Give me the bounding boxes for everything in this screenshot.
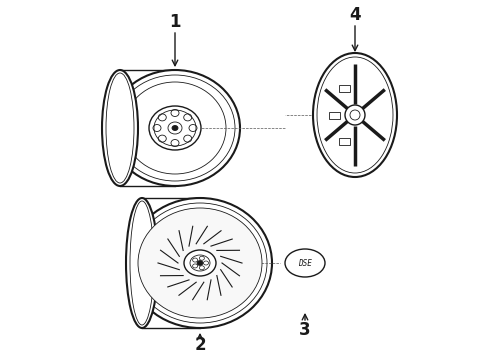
Text: 1: 1	[169, 13, 181, 31]
Ellipse shape	[197, 261, 203, 266]
Ellipse shape	[124, 82, 226, 174]
Bar	[339, 138, 350, 145]
Ellipse shape	[110, 70, 240, 186]
Ellipse shape	[102, 70, 138, 186]
Ellipse shape	[126, 198, 158, 328]
Text: 2: 2	[194, 336, 206, 354]
Text: 3: 3	[299, 321, 311, 339]
Bar	[339, 85, 350, 92]
Ellipse shape	[350, 110, 360, 120]
Ellipse shape	[313, 53, 397, 177]
Text: 4: 4	[349, 6, 361, 24]
Ellipse shape	[285, 249, 325, 277]
Ellipse shape	[128, 198, 272, 328]
Ellipse shape	[172, 126, 178, 130]
Ellipse shape	[133, 203, 267, 323]
Ellipse shape	[149, 106, 201, 150]
Text: DSE: DSE	[298, 258, 312, 267]
Ellipse shape	[138, 208, 262, 318]
Ellipse shape	[184, 250, 216, 276]
Bar	[328, 112, 340, 118]
Ellipse shape	[168, 122, 182, 134]
Ellipse shape	[345, 105, 365, 125]
